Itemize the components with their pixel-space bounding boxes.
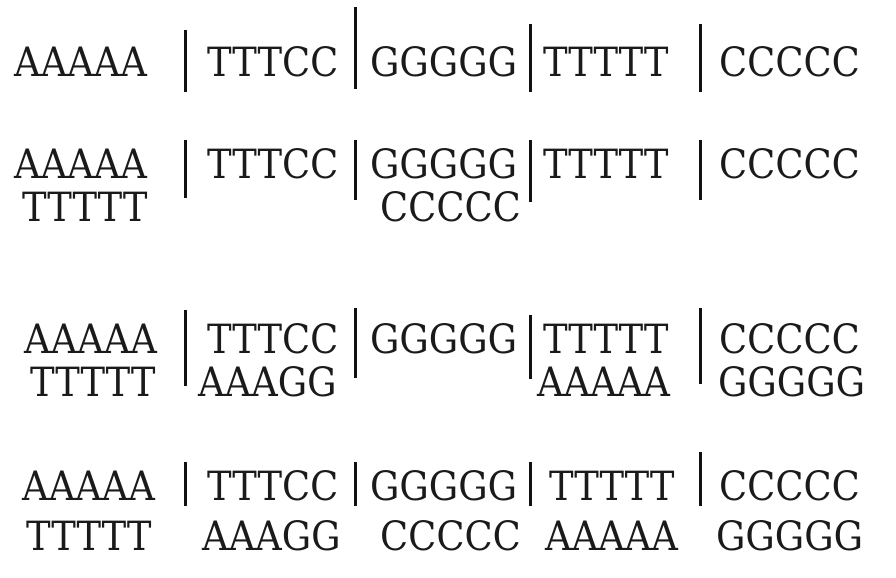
row-2-divider-3 — [529, 140, 532, 202]
row-1-segment-4-top: TTTTT — [543, 40, 669, 86]
row-3-segment-4-bottom: AAAAA — [537, 360, 670, 406]
row-4-divider-3 — [529, 462, 532, 506]
row-3-segment-1-top: AAAAA — [24, 317, 157, 363]
row-2-segment-5-top: CCCCC — [719, 142, 860, 188]
row-3-divider-2 — [354, 308, 357, 378]
row-4-segment-1-top: AAAAA — [22, 464, 155, 510]
row-2-divider-4 — [699, 140, 702, 200]
row-4-segment-5-top: CCCCC — [719, 464, 860, 510]
row-1-divider-1 — [184, 30, 187, 92]
row-1-segment-3-top: GGGGG — [370, 40, 517, 86]
row-4-segment-2-bottom: AAAGG — [202, 514, 341, 560]
row-1-divider-3 — [529, 24, 532, 92]
row-1-divider-2 — [354, 7, 357, 89]
row-3-divider-1 — [184, 310, 187, 386]
row-4-divider-2 — [354, 462, 357, 506]
row-1-segment-1-top: AAAAA — [14, 40, 147, 86]
row-1-divider-4 — [699, 24, 702, 92]
row-2-segment-1-bottom: TTTTT — [22, 185, 148, 231]
row-3-segment-2-bottom: AAAGG — [198, 360, 337, 406]
row-3-segment-2-top: TTTCC — [207, 317, 339, 363]
row-3-divider-4 — [699, 308, 702, 384]
row-2-segment-3-top: GGGGG — [370, 142, 517, 188]
row-2-divider-2 — [354, 140, 357, 200]
row-2-segment-1-top: AAAAA — [14, 142, 147, 188]
row-4-segment-4-top: TTTTT — [549, 464, 675, 510]
row-4-divider-4 — [699, 452, 702, 506]
row-2-segment-4-top: TTTTT — [543, 142, 669, 188]
row-2-segment-2-top: TTTCC — [207, 142, 339, 188]
row-3-segment-1-bottom: TTTTT — [30, 360, 156, 406]
row-4-segment-2-top: TTTCC — [207, 464, 339, 510]
row-4-segment-1-bottom: TTTTT — [26, 514, 152, 560]
row-4-segment-4-bottom: AAAAA — [545, 514, 678, 560]
row-3-segment-3-top: GGGGG — [370, 317, 517, 363]
row-4-segment-3-bottom: CCCCC — [380, 514, 521, 560]
row-2-segment-3-bottom: CCCCC — [380, 185, 521, 231]
row-1-segment-2-top: TTTCC — [207, 40, 339, 86]
row-4-segment-3-top: GGGGG — [370, 464, 517, 510]
row-3-divider-3 — [529, 315, 532, 379]
row-4-divider-1 — [184, 462, 187, 506]
row-3-segment-5-top: CCCCC — [719, 317, 860, 363]
row-1-segment-5-top: CCCCC — [719, 40, 860, 86]
row-3-segment-5-bottom: GGGGG — [718, 360, 865, 406]
row-4-segment-5-bottom: GGGGG — [716, 514, 863, 560]
row-2-divider-1 — [184, 140, 187, 198]
row-3-segment-4-top: TTTTT — [543, 317, 669, 363]
